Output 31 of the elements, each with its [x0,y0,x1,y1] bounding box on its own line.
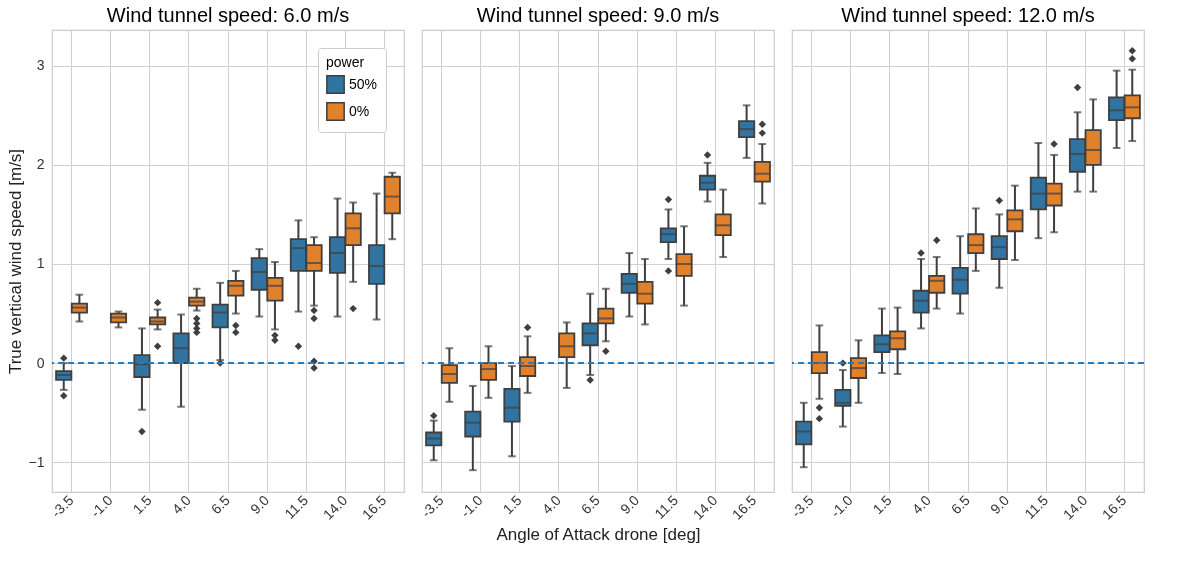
x-tick-label: 6.5 [947,491,974,518]
x-tick-label: 9.0 [986,491,1013,518]
chart-title: Wind tunnel speed: 12.0 m/s [841,4,1095,26]
y-tick-label: 3 [36,57,45,74]
x-tick-label: 6.5 [577,491,604,518]
x-tick-label: -1.0 [457,491,486,521]
x-tick-label: 4.0 [168,491,194,518]
y-tick-label: 2 [36,156,45,173]
x-tick-label: -3.5 [48,491,77,521]
x-tick-label: -3.5 [418,491,447,521]
y-tick-label: 0 [36,354,45,371]
x-tick-label: 4.0 [908,491,934,518]
x-tick-label: -1.0 [87,491,116,521]
x-tick-label: 6.5 [207,491,234,518]
x-tick-label: 9.0 [246,491,273,518]
x-tick-label: 1.5 [499,491,525,518]
x-tick-label: -1.0 [827,491,856,521]
chart-title: Wind tunnel speed: 6.0 m/s [106,4,350,26]
legend-title: power [326,54,365,70]
x-tick-label: -3.5 [788,491,817,521]
y-tick-label: −1 [28,453,45,470]
x-tick-label: 1.5 [129,491,155,518]
x-tick-label: 4.0 [538,491,564,518]
legend-label: 50% [349,75,378,92]
chart-title: Wind tunnel speed: 9.0 m/s [476,4,720,26]
legend-label: 0% [349,102,370,119]
x-tick-label: 9.0 [616,491,643,518]
x-tick-label: 1.5 [869,491,895,518]
x-axis-title: Angle of Attack drone [deg] [496,524,701,544]
y-tick-label: 1 [36,255,45,272]
y-axis-title: True vertical wind speed [m/s] [5,148,25,375]
